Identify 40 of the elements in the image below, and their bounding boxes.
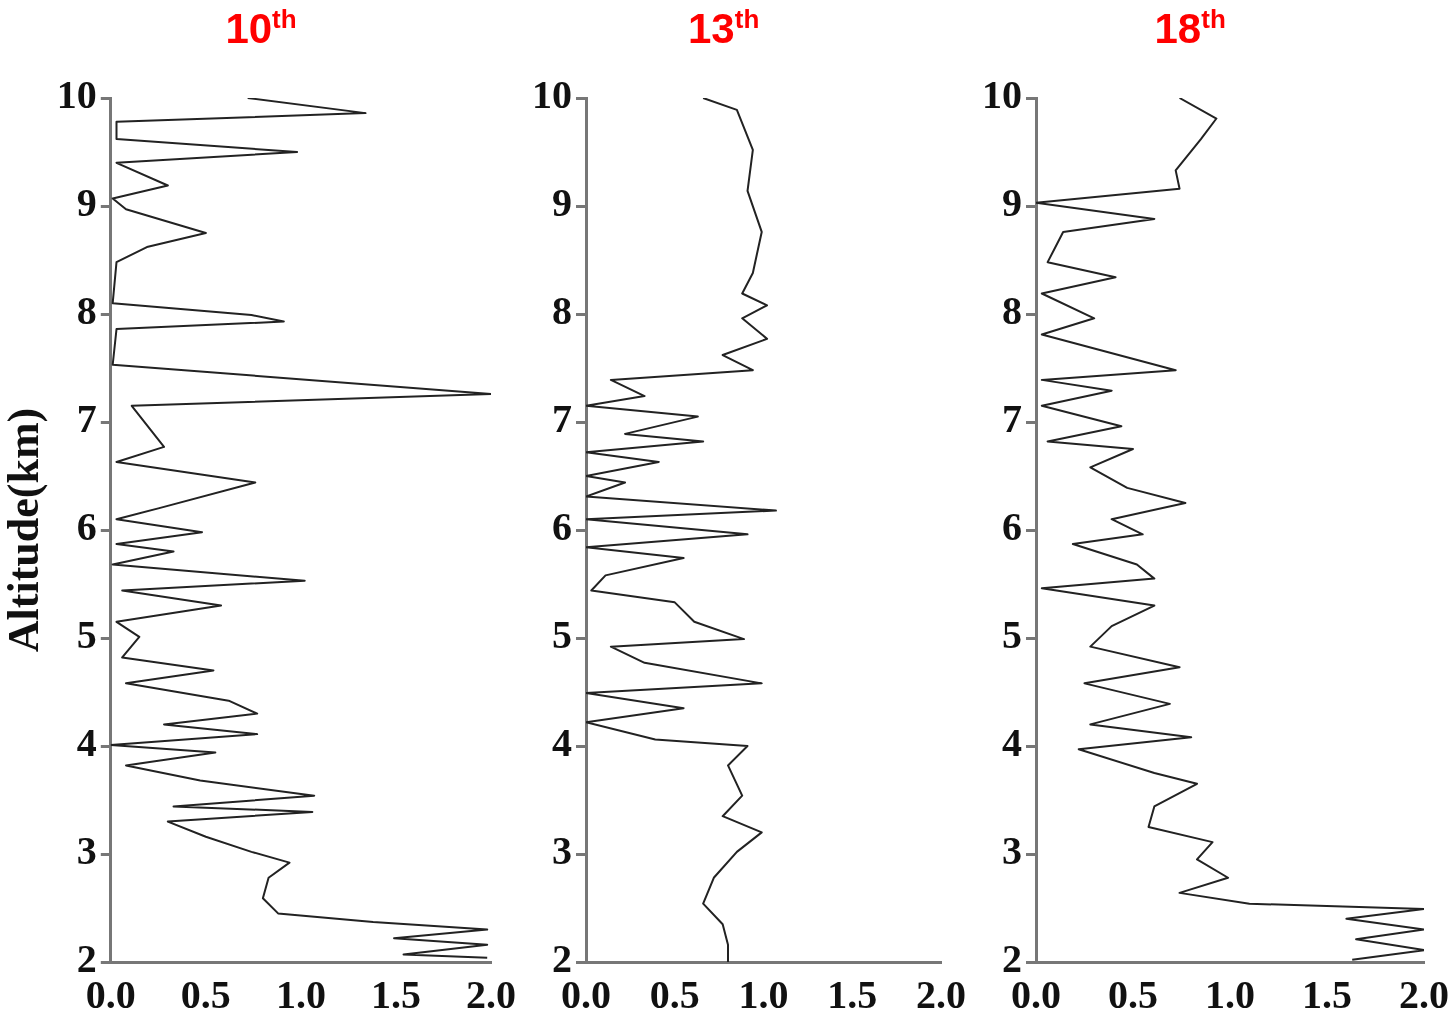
y-tick-label: 6 [552,504,572,550]
y-tick-label: 5 [76,612,97,658]
y-tick-label: 6 [76,504,97,550]
y-tick-label: 3 [552,828,572,874]
y-tick-label: 3 [76,828,97,874]
chart-title: 10$^{th}$ [225,4,297,53]
y-tick-label: 3 [1002,828,1022,874]
x-tick-label: 1.0 [1205,972,1255,1018]
y-tick-label: 8 [552,288,572,334]
x-tick-label: 1.5 [827,972,878,1018]
x-tick-label: 1.0 [275,972,326,1018]
y-tick-label: 7 [76,396,97,442]
x-tick-label: 0.5 [649,972,700,1018]
y-tick-label: 6 [1002,504,1022,550]
chart-title: 18$^{th}$ [1154,4,1226,53]
y-tick-label: 4 [1002,720,1022,766]
chart-title: 13$^{th}$ [688,4,760,53]
y-tick-label: 10 [56,72,97,118]
y-tick-label: 4 [552,720,572,766]
y-axis-title: Altitude(km) [0,407,48,653]
x-tick-label: 2.0 [1399,972,1449,1018]
x-tick-label: 0.5 [180,972,231,1018]
y-tick-label: 10 [982,72,1022,118]
y-tick-label: 9 [76,180,97,226]
x-tick-label: 0.5 [1108,972,1158,1018]
x-tick-label: 1.0 [738,972,789,1018]
x-tick-label: 2.0 [466,972,516,1018]
y-tick-label: 7 [552,396,572,442]
y-tick-label: 8 [76,288,97,334]
y-tick-label: 9 [1002,180,1022,226]
y-tick-label: 4 [76,720,97,766]
y-tick-label: 9 [552,180,572,226]
y-tick-label: 10 [532,72,572,118]
x-tick-label: 1.5 [1302,972,1352,1018]
y-tick-label: 8 [1002,288,1022,334]
y-tick-label: 7 [1002,396,1022,442]
x-tick-label: 1.5 [370,972,421,1018]
x-tick-label: 2.0 [916,972,966,1018]
y-tick-label: 5 [1002,612,1022,658]
y-tick-label: 5 [552,612,572,658]
